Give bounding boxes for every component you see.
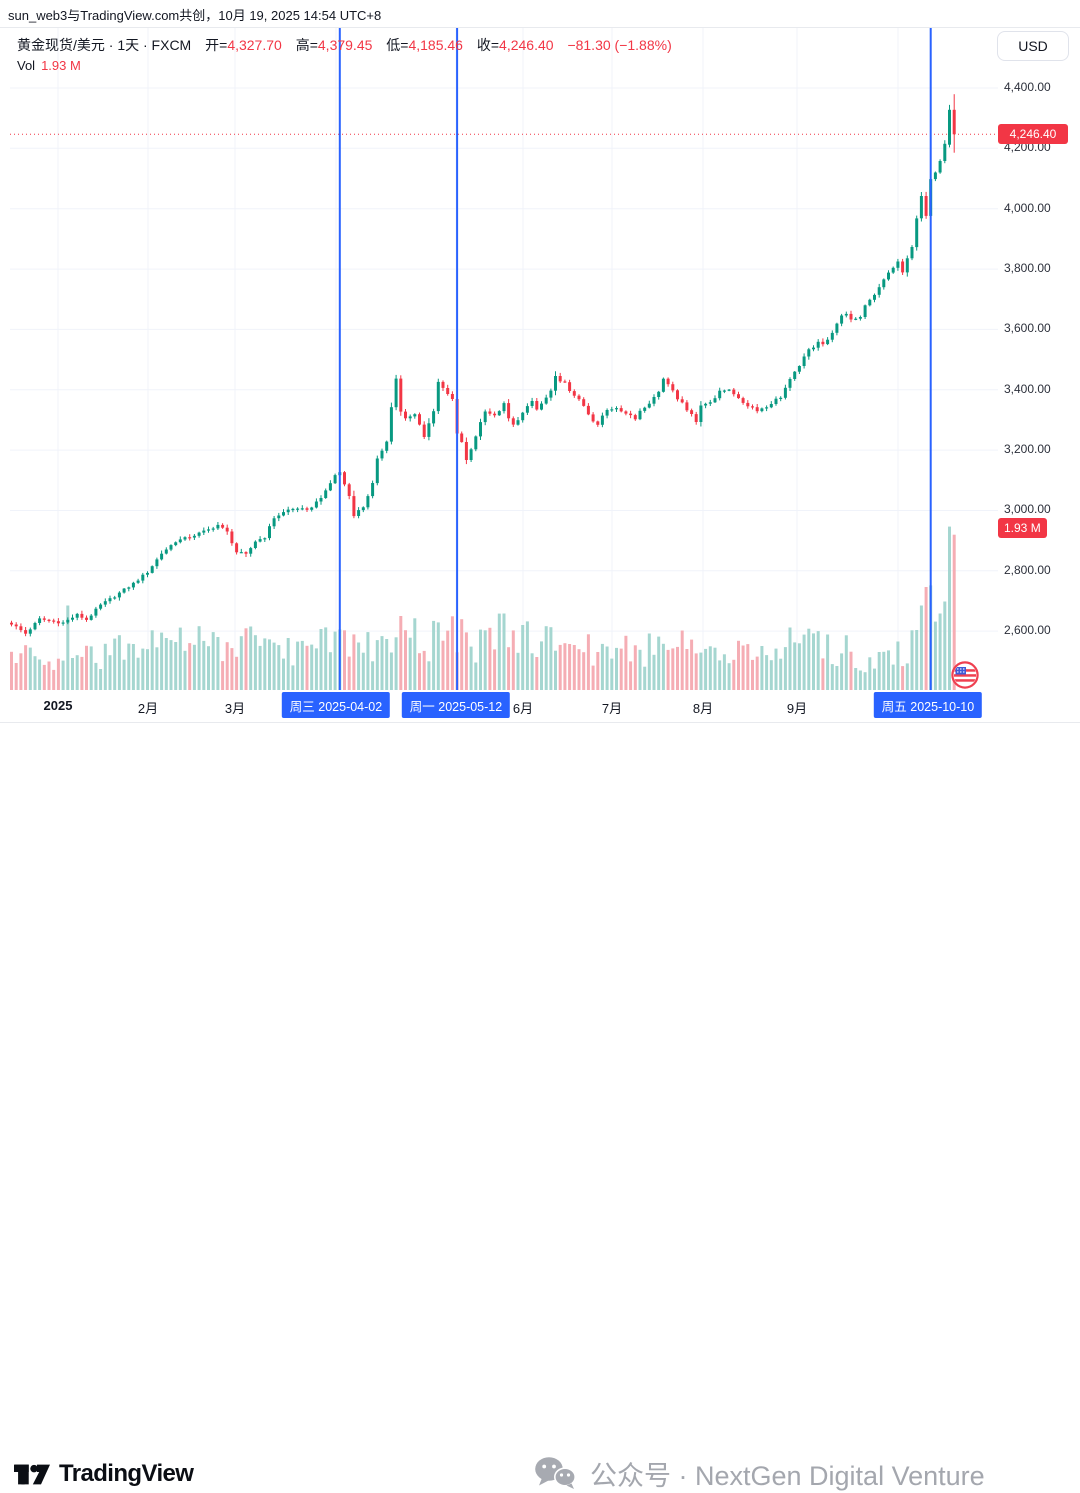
currency-button[interactable]: USD xyxy=(997,31,1069,61)
low-label: 低= xyxy=(386,37,409,53)
wechat-text: 公众号 · NextGen Digital Venture xyxy=(590,1461,985,1491)
top-divider xyxy=(0,27,1080,28)
time-tick-label: 9月 xyxy=(786,701,808,716)
price-tick-label: 2,800.00 xyxy=(1004,562,1051,577)
symbol-title[interactable]: 黄金现货/美元 · 1天 · FXCM xyxy=(17,37,192,53)
close-value: 4,246.40 xyxy=(499,37,554,53)
chart-legend: 黄金现货/美元 · 1天 · FXCM 开=4,327.70 高=4,379.4… xyxy=(17,37,672,74)
event-date-badge[interactable]: 周三 2025-04-02 xyxy=(281,692,391,718)
open-label: 开= xyxy=(205,37,228,53)
event-date-badge[interactable]: 周一 2025-05-12 xyxy=(401,692,511,718)
volume-value: 1.93 M xyxy=(41,58,81,73)
event-date-badge[interactable]: 周五 2025-10-10 xyxy=(873,692,983,718)
tradingview-logo[interactable]: TradingView xyxy=(14,1460,194,1488)
wechat-icon xyxy=(535,1457,576,1489)
time-tick-label: 8月 xyxy=(692,701,714,716)
legend-volume-row: Vol 1.93 M xyxy=(17,57,672,74)
tradingview-logo-icon xyxy=(14,1464,50,1484)
time-tick-label: 6月 xyxy=(512,701,534,716)
us-flag-event-icon[interactable] xyxy=(951,661,979,689)
high-value: 4,379.45 xyxy=(317,37,373,53)
price-tick-label: 3,600.00 xyxy=(1004,321,1051,336)
time-tick-label: 2月 xyxy=(137,701,159,716)
high-label: 高= xyxy=(295,37,318,53)
close-label: 收= xyxy=(476,37,500,53)
price-tick-label: 4,000.00 xyxy=(1004,200,1051,215)
footer: TradingView 公众号 · NextGen Digital Ventur… xyxy=(0,722,1080,1491)
price-tick-label: 3,400.00 xyxy=(1004,381,1051,396)
change-value: −81.30 (−1.88%) xyxy=(567,37,672,53)
price-tick-label: 4,400.00 xyxy=(1004,80,1051,94)
time-tick-label: 3月 xyxy=(224,701,246,716)
price-tick-label: 3,800.00 xyxy=(1004,261,1051,276)
volume-badge: 1.93 M xyxy=(998,518,1047,538)
price-tick-label: 3,200.00 xyxy=(1004,442,1051,457)
low-value: 4,185.46 xyxy=(408,37,463,53)
tradingview-logo-text: TradingView xyxy=(59,1460,194,1487)
attribution-text: sun_web3与TradingView.com共创，10月 19, 2025 … xyxy=(8,8,382,23)
price-axis[interactable]: 4,400.00 4,200.00 4,000.00 3,800.00 3,600.00… xyxy=(998,28,1080,690)
time-tick-label: 2025 xyxy=(43,698,73,713)
time-axis[interactable]: 2025 2月 3月 6月 7月 8月 9月 周三 2025-04-02 周一 2025-05-… xyxy=(0,690,1080,722)
wechat-promo: 公众号 · NextGen Digital Venture xyxy=(534,1454,985,1493)
price-tick-label: 3,000.00 xyxy=(1004,502,1051,517)
price-tick-label: 2,600.00 xyxy=(1004,623,1051,638)
volume-label: Vol xyxy=(17,58,36,73)
last-price-badge: 4,246.40 xyxy=(998,124,1068,145)
legend-ohlc-row: 黄金现货/美元 · 1天 · FXCM 开=4,327.70 高=4,379.4… xyxy=(17,37,672,54)
open-value: 4,327.70 xyxy=(227,37,282,53)
time-tick-label: 7月 xyxy=(601,701,623,716)
price-chart-canvas[interactable] xyxy=(0,0,1080,782)
attribution-bar: sun_web3与TradingView.com共创，10月 19, 2025 … xyxy=(8,5,381,24)
